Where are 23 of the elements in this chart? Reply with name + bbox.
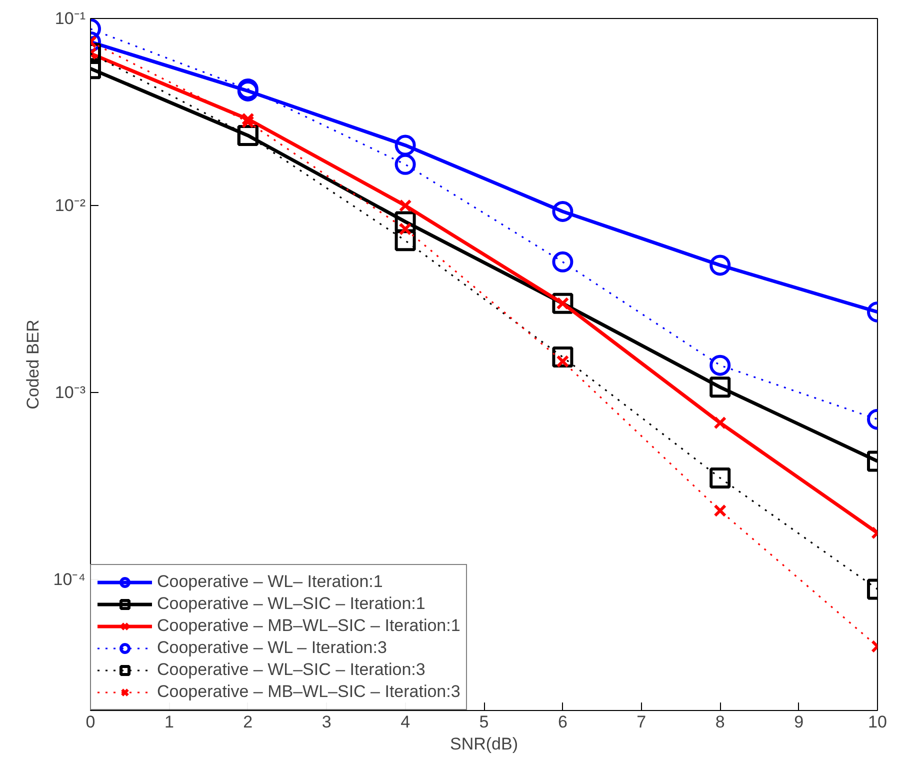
legend-label: Cooperative – MB–WL–SIC – Iteration:1: [157, 615, 460, 637]
x-tick-label: 5: [479, 712, 489, 732]
x-tick-label: 1: [164, 712, 174, 732]
legend-label: Cooperative – WL–SIC – Iteration:3: [157, 659, 426, 681]
x-tick-label: 6: [558, 712, 568, 732]
y-tick-label: 10⁻¹: [54, 9, 86, 28]
x-tick-label: 0: [86, 712, 96, 732]
y-axis-title: Coded BER: [23, 320, 42, 410]
x-tick-label: 4: [400, 712, 410, 732]
legend-label: Cooperative – WL–SIC – Iteration:1: [157, 593, 426, 615]
x-tick-label: 9: [794, 712, 804, 732]
x-tick-label: 2: [243, 712, 253, 732]
legend-label: Cooperative – WL– Iteration:1: [157, 571, 383, 593]
legend-label: Cooperative – WL – Iteration:3: [157, 637, 387, 659]
y-tick-label: 10⁻²: [54, 196, 86, 216]
x-tick-label: 3: [322, 712, 332, 732]
x-axis-title: SNR(dB): [450, 734, 518, 754]
x-tick-label: 7: [636, 712, 646, 732]
y-tick-label: 10⁻³: [54, 383, 86, 402]
x-tick-label: 10: [868, 712, 887, 732]
y-tick-label: 10⁻⁴: [53, 570, 86, 590]
legend-label: Cooperative – MB–WL–SIC – Iteration:3: [157, 681, 460, 703]
x-tick-label: 8: [715, 712, 725, 732]
